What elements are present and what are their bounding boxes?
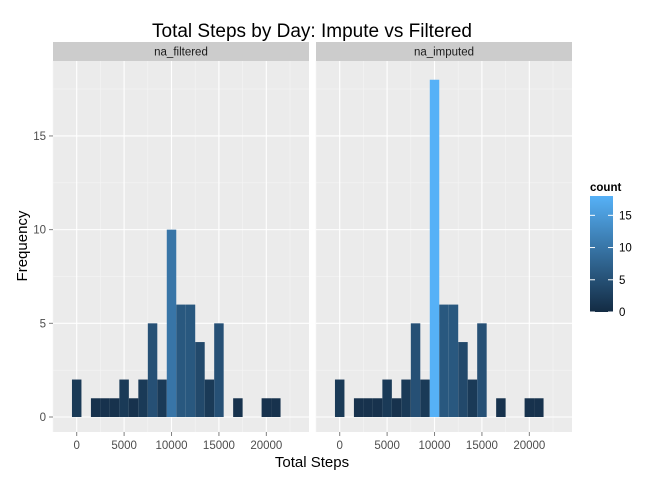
y-tick-label: 15: [33, 131, 46, 143]
legend-label: 5: [619, 275, 625, 287]
histogram-bar: [147, 323, 158, 418]
legend-title: count: [590, 182, 621, 194]
x-tick-label: 20000: [513, 440, 545, 452]
histogram-bar: [496, 398, 506, 418]
histogram-bar: [410, 323, 421, 418]
histogram-bar: [271, 398, 281, 418]
histogram-bar: [391, 398, 402, 418]
histogram-bar: [138, 379, 148, 418]
histogram-bar: [109, 398, 120, 418]
histogram-bar: [261, 398, 272, 418]
y-tick-label: 0: [40, 412, 46, 424]
histogram-bar: [353, 398, 364, 418]
y-tick-label: 5: [40, 318, 46, 330]
facet-strip-label: na_imputed: [414, 47, 474, 59]
histogram-bar: [401, 379, 411, 418]
histogram-bar: [477, 323, 487, 418]
x-tick-label: 5000: [374, 440, 400, 452]
histogram-bar: [195, 342, 205, 418]
histogram-bar: [100, 398, 110, 418]
legend-label: 0: [619, 307, 625, 319]
histogram-bar: [157, 379, 167, 418]
histogram-bar: [458, 342, 468, 418]
histogram-bar: [467, 379, 478, 418]
histogram-bar: [439, 304, 449, 418]
facet-strip: [53, 42, 309, 61]
x-tick-label: 0: [337, 440, 343, 452]
legend-colorbar: [590, 196, 613, 312]
chart-title: Total Steps by Day: Impute vs Filtered: [152, 21, 472, 42]
x-tick-label: 15000: [203, 440, 235, 452]
histogram-bar: [233, 398, 243, 418]
histogram-bar: [448, 304, 459, 418]
histogram-bar: [90, 398, 101, 418]
histogram-bar: [420, 379, 430, 418]
x-axis-title: Total Steps: [275, 454, 349, 471]
facet-panel-na_filtered: na_filtered 0 5000 10000 15000 20000 0 5 10 15: [33, 42, 309, 452]
facet-strip-label: na_filtered: [154, 47, 208, 59]
histogram-bar: [119, 379, 129, 418]
histogram-bar: [363, 398, 373, 418]
legend-label: 10: [619, 243, 632, 255]
histogram-bar: [534, 398, 544, 418]
histogram-bar: [204, 379, 215, 418]
x-tick-label: 5000: [111, 440, 137, 452]
x-tick-label: 0: [74, 440, 80, 452]
histogram-bar: [372, 398, 383, 418]
histogram-bar: [524, 398, 535, 418]
facet-panel-na_imputed: na_imputed 0 5000 10000 15000 20000: [315, 42, 572, 452]
x-tick-label: 20000: [250, 440, 282, 452]
histogram-bar: [429, 79, 440, 418]
histogram-bar: [334, 379, 345, 418]
count-legend: count 0 5 10 15: [590, 182, 632, 319]
histogram-bar: [185, 304, 196, 418]
y-axis-title: Frequency: [14, 210, 31, 281]
histogram-bar: [176, 304, 186, 418]
histogram-bar: [166, 229, 177, 418]
histogram-bar: [214, 323, 224, 418]
x-tick-label: 15000: [466, 440, 498, 452]
histogram-bar: [71, 379, 82, 418]
histogram-bar: [382, 379, 392, 418]
legend-label: 15: [619, 210, 632, 222]
x-tick-label: 10000: [419, 440, 451, 452]
histogram-bar: [128, 398, 139, 418]
facet-strip: [316, 42, 572, 61]
x-tick-label: 10000: [156, 440, 188, 452]
y-tick-label: 10: [33, 225, 46, 237]
